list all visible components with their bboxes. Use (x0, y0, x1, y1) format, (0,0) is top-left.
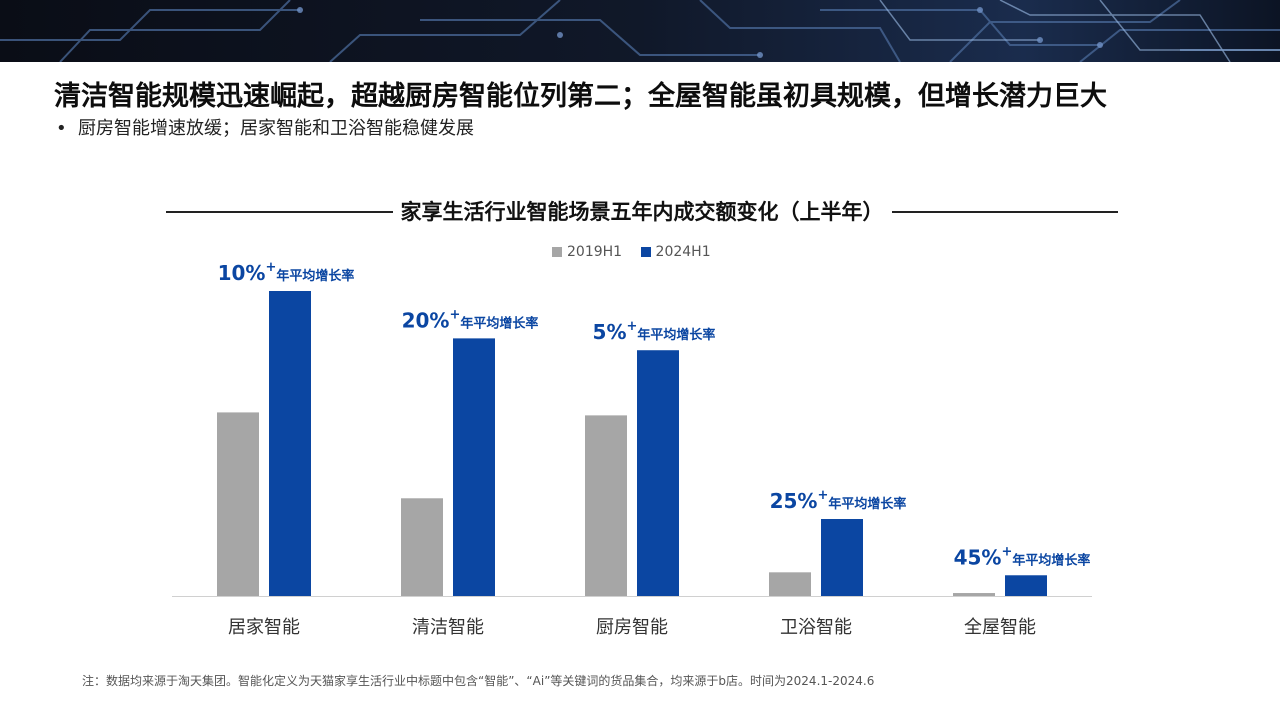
bar-2019-2 (585, 415, 627, 596)
legend-label-2024: 2024H1 (655, 244, 711, 260)
x-tick-label: 清洁智能 (412, 617, 484, 638)
x-tick-label: 居家智能 (228, 617, 300, 638)
growth-superscript: + (627, 319, 638, 334)
growth-label: 年平均增长率 (828, 496, 906, 512)
bar-2024-3 (821, 519, 863, 596)
bar-2019-0 (217, 412, 259, 596)
bar-2024-0 (269, 291, 311, 596)
growth-rate: 45% (954, 545, 1002, 569)
bullet-point: • 厨房智能增速放缓；居家智能和卫浴智能稳健发展 (56, 114, 474, 140)
x-tick-label: 厨房智能 (596, 617, 668, 638)
growth-annotation: 20%+年平均增长率 (402, 307, 539, 332)
growth-rate: 25% (770, 489, 818, 513)
x-tick-label: 全屋智能 (964, 617, 1036, 638)
chart-title: 家享生活行业智能场景五年内成交额变化（上半年） (392, 200, 892, 224)
growth-label: 年平均增长率 (637, 327, 715, 343)
header-banner (0, 0, 1280, 62)
growth-annotation: 25%+年平均增长率 (770, 488, 907, 513)
legend-swatch-2019 (552, 247, 562, 257)
bar-2024-2 (637, 350, 679, 596)
bar-2024-1 (453, 338, 495, 596)
legend-label-2019: 2019H1 (567, 244, 623, 260)
growth-label: 年平均增长率 (276, 268, 354, 284)
chart-title-row: 家享生活行业智能场景五年内成交额变化（上半年） (166, 196, 1118, 228)
page-title: 清洁智能规模迅速崛起，超越厨房智能位列第二；全屋智能虽初具规模，但增长潜力巨大 (54, 81, 1107, 112)
bullet-dot: • (56, 118, 67, 139)
circuit-board-image (0, 0, 1280, 62)
bar-2019-4 (953, 593, 995, 596)
legend-item-2024: 2024H1 (640, 244, 711, 260)
growth-superscript: + (1001, 544, 1012, 559)
growth-annotation: 10%+年平均增长率 (218, 260, 355, 285)
growth-rate: 10% (218, 261, 266, 285)
bar-2019-1 (401, 498, 443, 596)
growth-superscript: + (265, 260, 276, 275)
bar-2019-3 (769, 572, 811, 596)
growth-label: 年平均增长率 (460, 315, 538, 331)
chart-title-wrap: 家享生活行业智能场景五年内成交额变化（上半年） (166, 196, 1118, 226)
bullet-text: 厨房智能增速放缓；居家智能和卫浴智能稳健发展 (78, 118, 474, 139)
footnote: 注：数据均来源于淘天集团。智能化定义为天猫家享生活行业中标题中包含“智能”、“A… (82, 674, 875, 688)
x-tick-label: 卫浴智能 (780, 617, 852, 638)
chart-legend: 2019H1 2024H1 (552, 244, 725, 260)
growth-annotation: 5%+年平均增长率 (593, 319, 716, 344)
growth-superscript: + (449, 307, 460, 322)
growth-label: 年平均增长率 (1012, 552, 1090, 568)
growth-rate: 20% (402, 308, 450, 332)
legend-swatch-2024 (640, 247, 651, 257)
legend-item-2019: 2019H1 (552, 244, 622, 260)
bar-2024-4 (1005, 575, 1047, 596)
growth-annotation: 45%+年平均增长率 (954, 544, 1091, 569)
growth-rate: 5% (593, 320, 627, 344)
growth-superscript: + (817, 488, 828, 503)
